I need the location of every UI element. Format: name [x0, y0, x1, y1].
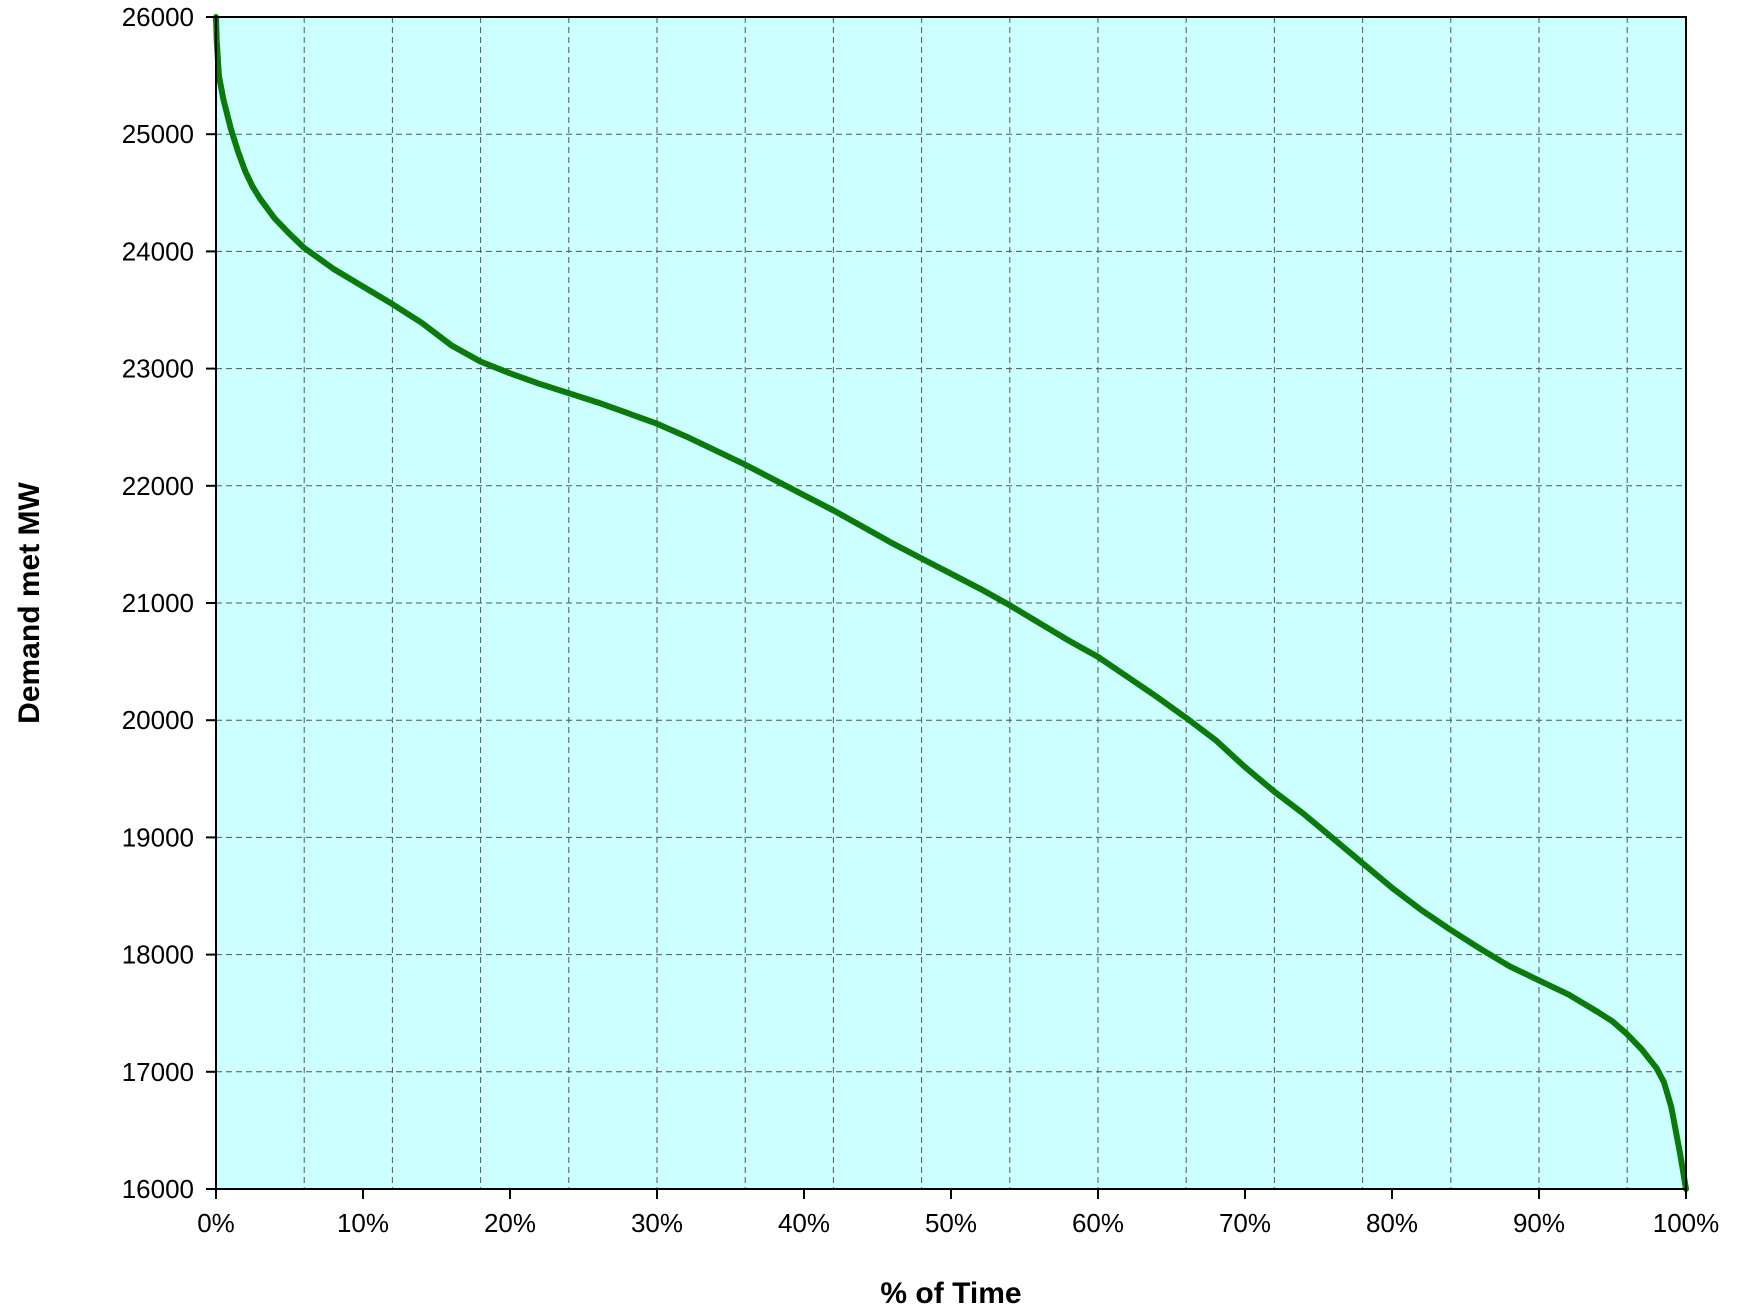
- y-tick-label: 16000: [122, 1174, 194, 1204]
- x-tick-label: 60%: [1072, 1208, 1124, 1238]
- x-axis-ticks: 0% 10% 20% 30% 40% 50% 60% 70% 80% 90% 100%: [197, 1189, 1719, 1238]
- y-axis-ticks: 16000 17000 18000 19000 20000 21000 22000 23000…: [122, 2, 216, 1204]
- x-tick-label: 70%: [1219, 1208, 1271, 1238]
- x-tick-label: 80%: [1366, 1208, 1418, 1238]
- y-tick-label: 22000: [122, 471, 194, 501]
- y-tick-label: 18000: [122, 940, 194, 970]
- x-tick-label: 0%: [197, 1208, 235, 1238]
- x-axis-title: % of Time: [880, 1277, 1021, 1310]
- y-tick-label: 23000: [122, 354, 194, 384]
- x-tick-label: 100%: [1653, 1208, 1720, 1238]
- x-tick-label: 40%: [778, 1208, 830, 1238]
- vertical-gridlines: [303, 17, 1628, 1189]
- x-tick-label: 30%: [631, 1208, 683, 1238]
- x-tick-label: 20%: [484, 1208, 536, 1238]
- y-tick-label: 26000: [122, 2, 194, 32]
- y-axis-title: Demand met MW: [13, 481, 46, 723]
- y-tick-label: 19000: [122, 822, 194, 852]
- y-tick-label: 24000: [122, 236, 194, 266]
- y-tick-label: 20000: [122, 705, 194, 735]
- horizontal-gridlines: [216, 133, 1686, 1073]
- demand-line: [213, 14, 1689, 1192]
- y-tick-label: 25000: [122, 119, 194, 149]
- x-tick-label: 50%: [925, 1208, 977, 1238]
- y-tick-label: 21000: [122, 588, 194, 618]
- x-tick-label: 10%: [337, 1208, 389, 1238]
- x-tick-label: 90%: [1513, 1208, 1565, 1238]
- y-tick-label: 17000: [122, 1057, 194, 1087]
